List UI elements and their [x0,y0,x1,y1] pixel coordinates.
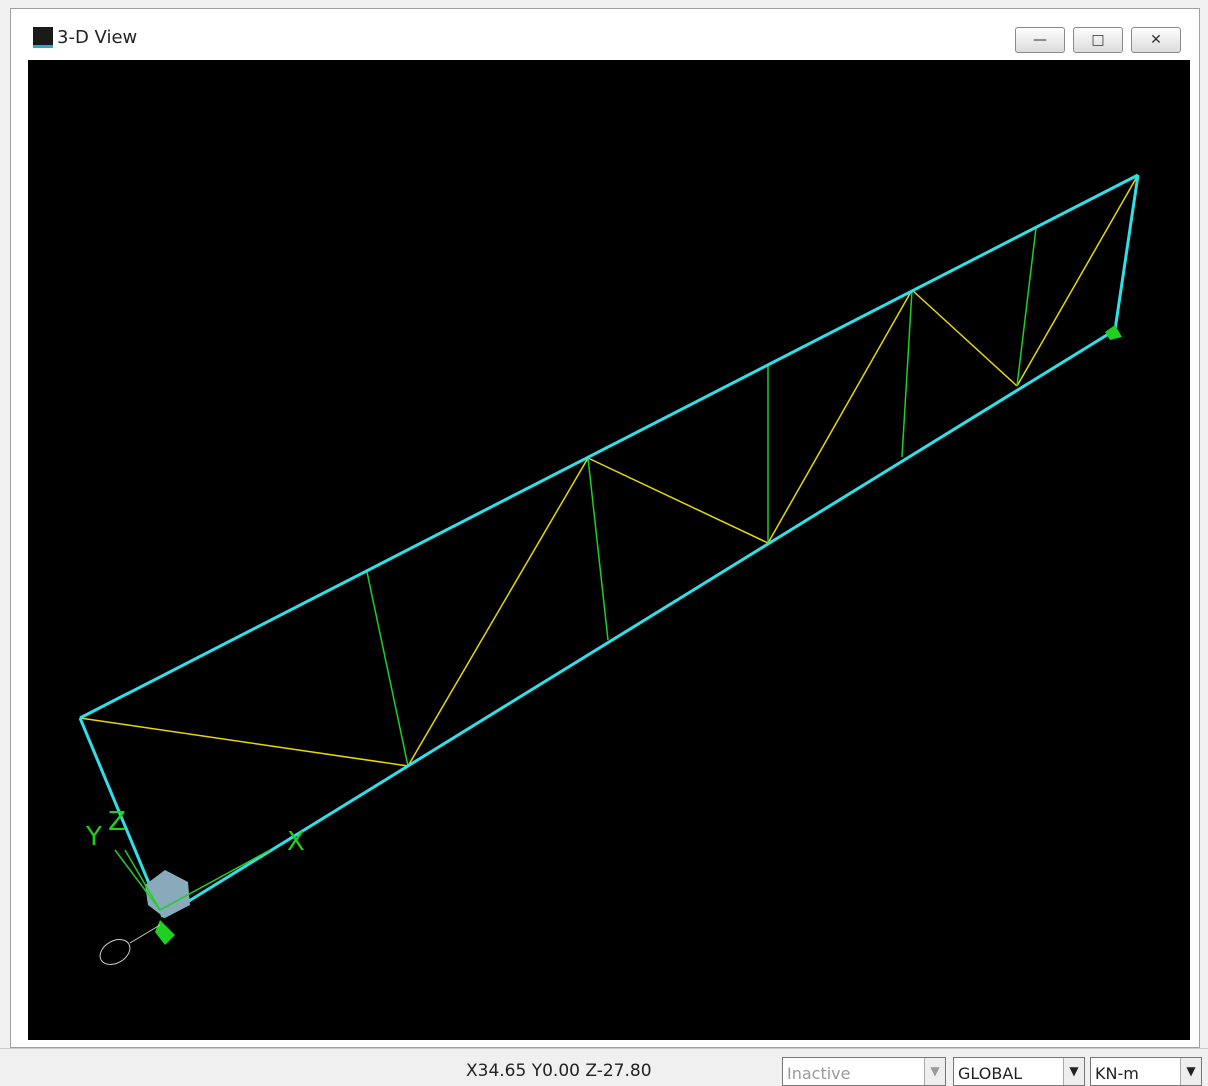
3d-view: X Y Z [28,60,1190,1040]
units-dropdown[interactable]: KN-m ▼ [1090,1057,1202,1086]
axes-gizmo: X Y Z [85,325,1122,965]
coordinates: X34.65 Y0.00 Z-27.80 [466,1061,652,1081]
dropdown-arrow: ▼ [924,1058,945,1085]
dropdown-arrow: ▼ [1180,1058,1201,1085]
mode-value: Inactive [787,1064,851,1083]
dropdown-arrow: ▼ [1063,1058,1084,1085]
verticals [366,227,1037,767]
close-button[interactable]: ✕ [1131,27,1181,53]
app-icon [33,27,53,48]
title-bar: 3-D View — □ ✕ [11,9,1199,61]
units-value: KN-m [1095,1064,1139,1083]
window-title: 3-D View [57,27,138,48]
coordinate-system-value: GLOBAL [958,1064,1023,1083]
mode-dropdown[interactable]: Inactive ▼ [782,1057,946,1086]
y-axis-label: Y [85,822,102,852]
x-axis-label: X [287,827,305,857]
maximize-button[interactable]: □ [1073,27,1123,53]
diagonals [79,174,1139,767]
coordinate-system-dropdown[interactable]: GLOBAL ▼ [953,1057,1085,1086]
minimize-button[interactable]: — [1015,27,1065,53]
z-axis-label: Z [108,807,126,837]
status-bar: X34.65 Y0.00 Z-27.80 Inactive ▼ GLOBAL ▼ K… [0,1048,1208,1086]
